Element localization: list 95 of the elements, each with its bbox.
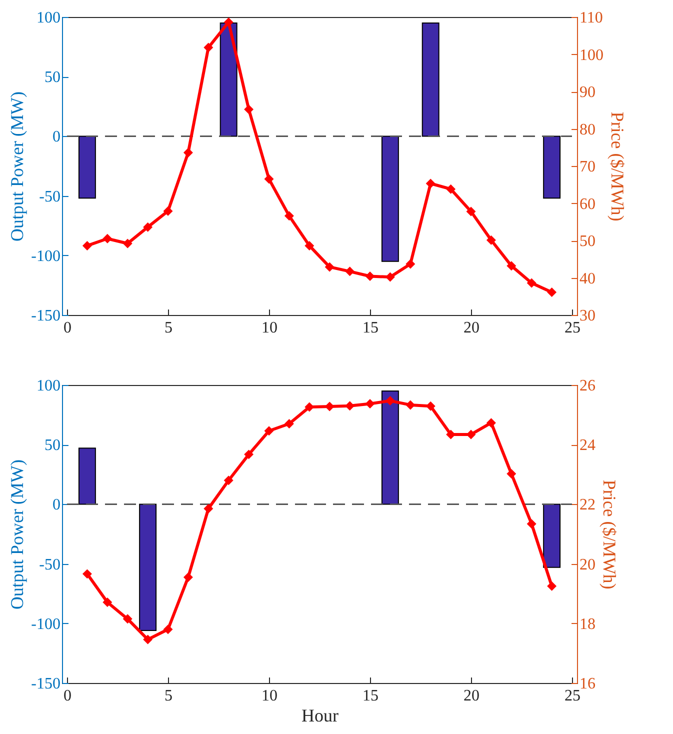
- y2-axis-title: Price ($/MWh): [600, 480, 620, 590]
- point: [406, 259, 416, 269]
- y2-tick-label: 90: [580, 84, 596, 101]
- point: [183, 148, 193, 158]
- point: [345, 266, 355, 276]
- point: [365, 272, 375, 282]
- x-tick-label: 25: [564, 320, 580, 336]
- y-axis-title: Output Power (MW): [7, 92, 28, 242]
- x-tick-label: 10: [262, 688, 278, 704]
- y-tick-label: 0: [52, 128, 60, 146]
- y-tick-label: -50: [39, 188, 60, 206]
- y-tick-label: -100: [31, 616, 60, 633]
- bar: [381, 390, 399, 505]
- y-tick-label: 100: [36, 10, 60, 26]
- point: [122, 614, 132, 624]
- point: [385, 272, 395, 282]
- y2-tick-label: 70: [580, 158, 596, 176]
- y2-tick-label: 24: [580, 437, 596, 454]
- y2-tick-label: 50: [580, 233, 596, 250]
- point: [547, 581, 557, 591]
- y2-tick-label: 20: [580, 556, 596, 574]
- y2-tick-label: 30: [580, 308, 596, 324]
- point: [102, 598, 112, 607]
- point: [304, 240, 314, 250]
- point: [345, 401, 355, 411]
- point: [466, 430, 476, 440]
- bar: [78, 448, 96, 505]
- x-tick-label: 20: [464, 320, 480, 336]
- y2-tick-label: 80: [580, 121, 596, 138]
- point: [526, 519, 536, 529]
- point: [244, 450, 254, 460]
- point: [547, 288, 557, 298]
- point: [82, 240, 92, 250]
- y-tick-label: -50: [39, 556, 60, 574]
- y2-tick-label: 110: [580, 10, 603, 26]
- point: [102, 234, 112, 244]
- y2-tick-label: 16: [580, 676, 596, 692]
- y-tick-label: -100: [31, 248, 60, 265]
- point: [486, 418, 496, 428]
- point: [526, 278, 536, 288]
- x-tick-label: 0: [64, 688, 72, 704]
- point: [446, 184, 456, 194]
- point: [406, 400, 416, 410]
- point: [506, 469, 516, 479]
- point: [143, 634, 153, 644]
- x-tick-label: 5: [164, 320, 172, 336]
- y-tick-label: 100: [36, 378, 60, 394]
- x-tick-label: 15: [362, 320, 378, 336]
- y2-tick-label: 60: [580, 196, 596, 213]
- point: [385, 396, 395, 406]
- y-tick-label: 0: [52, 496, 60, 514]
- point: [224, 476, 234, 486]
- y2-tick-label: 26: [580, 378, 596, 394]
- x-tick-label: 15: [362, 688, 378, 704]
- y2-axis-title: Price ($/MWh): [608, 112, 628, 222]
- point: [426, 401, 436, 411]
- y2-tick-label: 18: [580, 616, 596, 633]
- point: [163, 206, 173, 216]
- x-tick-label: 5: [164, 688, 172, 704]
- point: [244, 104, 254, 114]
- y2-tick-label: 40: [580, 270, 596, 288]
- point: [224, 17, 234, 27]
- bar: [543, 504, 561, 568]
- point: [204, 504, 214, 514]
- point: [183, 572, 193, 582]
- point: [466, 206, 476, 216]
- x-axis-title: Hour: [302, 706, 338, 726]
- y-tick-label: -150: [31, 308, 60, 324]
- point: [365, 399, 375, 409]
- point: [82, 569, 92, 579]
- point: [486, 235, 496, 245]
- point: [264, 174, 274, 184]
- y-tick-label: -150: [31, 676, 60, 692]
- point: [284, 418, 294, 428]
- x-tick-label: 10: [262, 320, 278, 336]
- y-tick-label: 50: [44, 69, 60, 86]
- x-tick-label: 0: [64, 320, 72, 336]
- x-tick-label: 25: [564, 688, 580, 704]
- y2-tick-label: 100: [580, 46, 604, 64]
- bar: [139, 504, 157, 632]
- point: [204, 42, 214, 52]
- point: [122, 238, 132, 248]
- point: [324, 262, 334, 272]
- point: [143, 222, 153, 232]
- point: [163, 624, 173, 634]
- y-tick-label: 50: [44, 437, 60, 454]
- point: [264, 426, 274, 436]
- point: [426, 178, 436, 188]
- y2-tick-label: 22: [580, 496, 596, 514]
- point: [324, 402, 334, 412]
- x-tick-label: 20: [464, 688, 480, 704]
- point: [284, 211, 294, 221]
- point: [506, 261, 516, 271]
- y-axis-title: Output Power (MW): [7, 460, 28, 610]
- point: [304, 402, 314, 412]
